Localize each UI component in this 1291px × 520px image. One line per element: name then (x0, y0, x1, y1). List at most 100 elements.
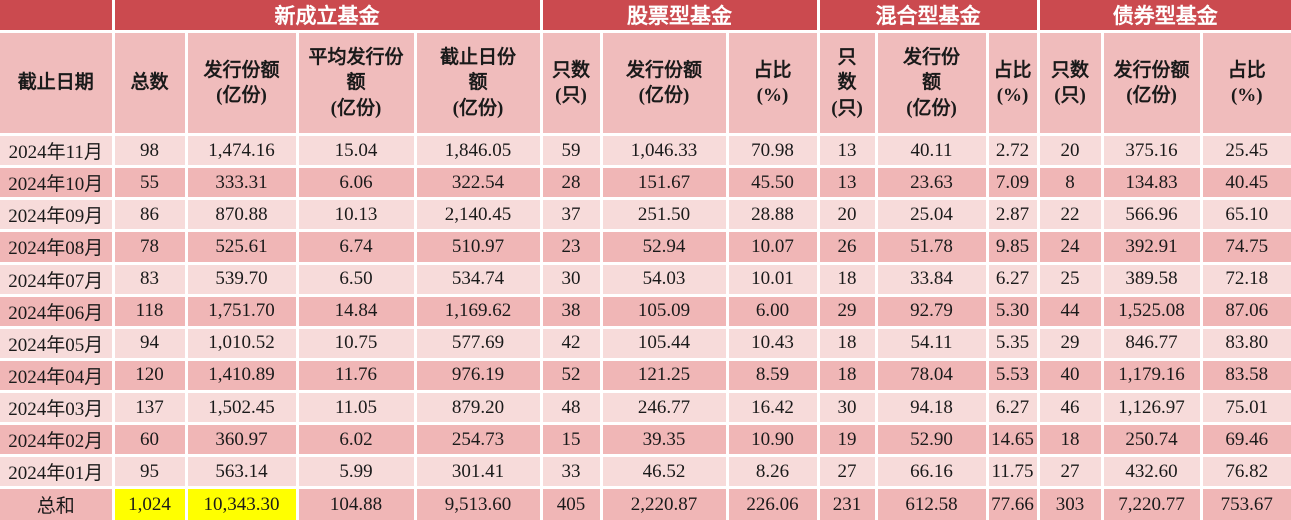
table-cell: 20 (1036, 132, 1104, 169)
table-row: 2024年02月 60 360.97 6.02 254.73 15 39.35 10.90 19… (0, 422, 1291, 458)
row-date-cell: 2024年11月 (0, 132, 115, 169)
table-cell: 39.35 (599, 422, 729, 458)
table-cell: 55 (111, 165, 188, 201)
group-header-cell: 新成立基金 (111, 0, 543, 33)
table-cell: 976.19 (413, 357, 543, 394)
table-cell: 10.43 (725, 325, 820, 361)
table-cell: 11.75 (985, 454, 1040, 490)
table-cell: 251.50 (599, 197, 729, 233)
row-date-cell: 2024年05月 (0, 325, 115, 361)
table-cell: 14.65 (985, 422, 1040, 458)
row-date-cell: 2024年07月 (0, 261, 115, 297)
table-cell: 1,169.62 (413, 293, 543, 329)
table-cell: 10.90 (725, 422, 820, 458)
table-cell: 54.11 (874, 325, 989, 361)
column-header-cell: 总数 (111, 30, 188, 136)
table-cell: 40.45 (1199, 165, 1291, 201)
table-cell: 8 (1036, 165, 1104, 201)
table-cell: 879.20 (413, 389, 543, 426)
table-cell: 134.83 (1100, 165, 1203, 201)
table-cell: 42 (539, 325, 603, 361)
column-header-row: 截止日期 总数 发行份额 (亿份) 平均发行份 额 (亿份) 截止日份 额 (亿份) 只数… (0, 30, 1291, 136)
table-cell: 6.27 (985, 389, 1040, 426)
table-cell: 2.87 (985, 197, 1040, 233)
table-cell: 18 (816, 357, 878, 394)
total-cell: 226.06 (725, 486, 820, 520)
table-cell: 13 (816, 132, 878, 169)
table-body: 2024年11月 98 1,474.16 15.04 1,846.05 59 1,046.3… (0, 132, 1291, 520)
table-cell: 1,126.97 (1100, 389, 1203, 426)
table-cell: 29 (1036, 325, 1104, 361)
table-cell: 76.82 (1199, 454, 1291, 490)
total-cell: 303 (1036, 486, 1104, 520)
table-cell: 75.01 (1199, 389, 1291, 426)
table-cell: 78 (111, 229, 188, 265)
table-cell: 10.01 (725, 261, 820, 297)
table-row: 2024年01月 95 563.14 5.99 301.41 33 46.52 8.26 27 6… (0, 454, 1291, 490)
table-cell: 70.98 (725, 132, 820, 169)
table-cell: 301.41 (413, 454, 543, 490)
column-header-cell: 占比 (%) (1199, 30, 1291, 136)
group-header-cell-empty (0, 0, 115, 33)
table-cell: 15.04 (295, 132, 417, 169)
table-cell: 5.35 (985, 325, 1040, 361)
table-cell: 2.72 (985, 132, 1040, 169)
table-cell: 566.96 (1100, 197, 1203, 233)
total-cell: 405 (539, 486, 603, 520)
table-cell: 5.30 (985, 293, 1040, 329)
table-cell: 118 (111, 293, 188, 329)
table-cell: 29 (816, 293, 878, 329)
table-cell: 13 (816, 165, 878, 201)
table-cell: 86 (111, 197, 188, 233)
table-cell: 6.02 (295, 422, 417, 458)
table-cell: 6.00 (725, 293, 820, 329)
total-cell: 9,513.60 (413, 486, 543, 520)
table-cell: 52 (539, 357, 603, 394)
table-cell: 18 (1036, 422, 1104, 458)
row-date-cell: 2024年03月 (0, 389, 115, 426)
table-cell: 322.54 (413, 165, 543, 201)
table-cell: 534.74 (413, 261, 543, 297)
table-cell: 105.09 (599, 293, 729, 329)
table-cell: 30 (539, 261, 603, 297)
group-header-cell: 债券型基金 (1036, 0, 1291, 33)
table-cell: 6.74 (295, 229, 417, 265)
table-cell: 151.67 (599, 165, 729, 201)
table-cell: 72.18 (1199, 261, 1291, 297)
table-cell: 52.90 (874, 422, 989, 458)
table-cell: 30 (816, 389, 878, 426)
table-cell: 25 (1036, 261, 1104, 297)
table-cell: 23.63 (874, 165, 989, 201)
table-cell: 19 (816, 422, 878, 458)
table-cell: 392.91 (1100, 229, 1203, 265)
table-cell: 94.18 (874, 389, 989, 426)
table-cell: 5.53 (985, 357, 1040, 394)
table-cell: 846.77 (1100, 325, 1203, 361)
total-cell: 7,220.77 (1100, 486, 1203, 520)
table-cell: 83.80 (1199, 325, 1291, 361)
table-cell: 563.14 (184, 454, 299, 490)
column-header-cell: 只数 (只) (539, 30, 603, 136)
table-row: 2024年04月 120 1,410.89 11.76 976.19 52 121.25 8.… (0, 357, 1291, 394)
total-cell: 231 (816, 486, 878, 520)
column-header-cell: 只 数 (只) (816, 30, 878, 136)
table-cell: 46.52 (599, 454, 729, 490)
table-cell: 38 (539, 293, 603, 329)
total-cell: 104.88 (295, 486, 417, 520)
table-cell: 121.25 (599, 357, 729, 394)
table-cell: 14.84 (295, 293, 417, 329)
table-cell: 48 (539, 389, 603, 426)
table-cell: 24 (1036, 229, 1104, 265)
table-cell: 40.11 (874, 132, 989, 169)
table-cell: 92.79 (874, 293, 989, 329)
total-cell-highlighted: 1,024 (111, 486, 188, 520)
total-cell: 2,220.87 (599, 486, 729, 520)
column-header-cell: 占比 (%) (985, 30, 1040, 136)
table-cell: 46 (1036, 389, 1104, 426)
column-header-cell: 发行份额 (亿份) (184, 30, 299, 136)
table-cell: 83.58 (1199, 357, 1291, 394)
table-cell: 28 (539, 165, 603, 201)
table-cell: 333.31 (184, 165, 299, 201)
table-cell: 95 (111, 454, 188, 490)
